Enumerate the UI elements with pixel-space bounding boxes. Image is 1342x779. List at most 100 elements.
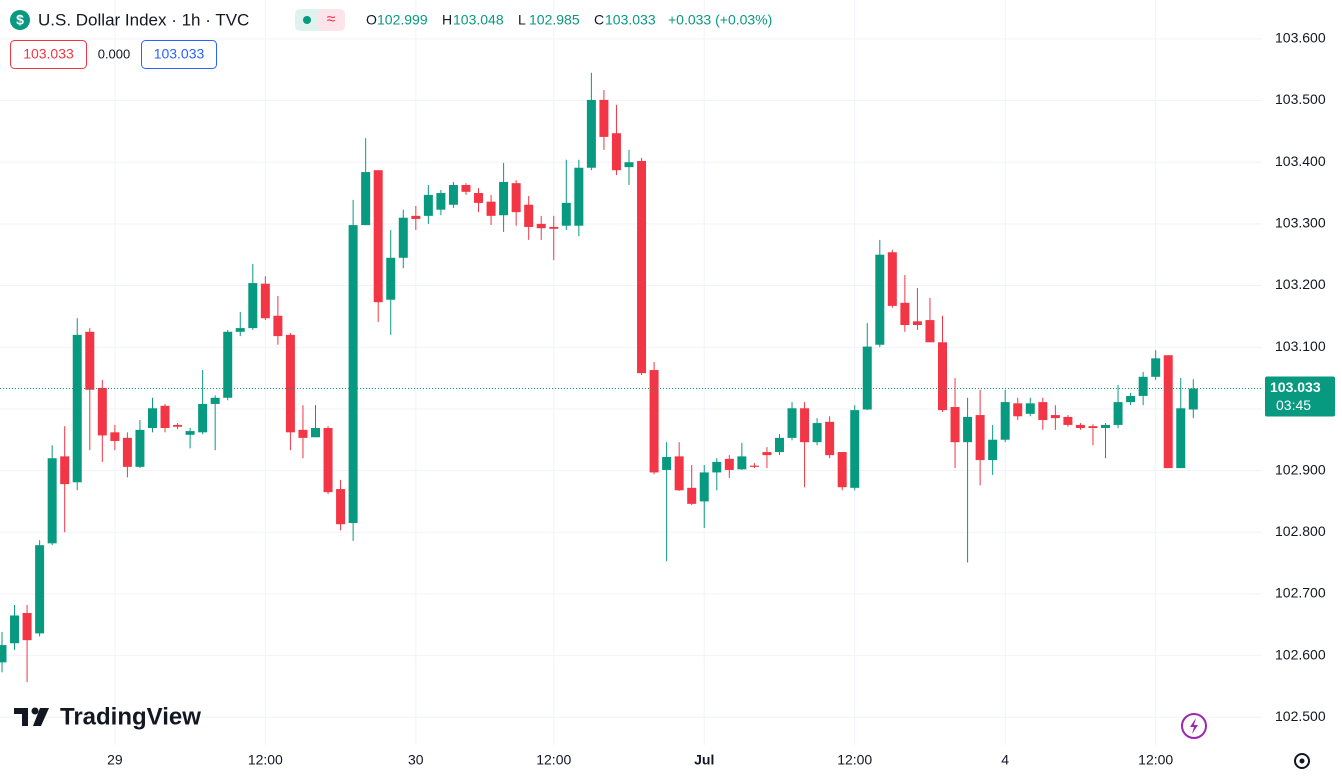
candle-body [988, 439, 998, 461]
symbol-icon-text: $ [16, 12, 24, 28]
candle-body [486, 201, 496, 216]
delay-icon: ≈ [327, 11, 336, 28]
candle-body [323, 428, 333, 493]
candle-body [22, 613, 32, 641]
candle-body [1063, 416, 1073, 425]
candle-body [699, 472, 709, 502]
x-tick-label: 12:00 [248, 752, 283, 768]
candle-body [975, 415, 985, 461]
candle-body [586, 99, 596, 168]
settings-button[interactable] [1294, 753, 1310, 769]
x-tick-label: Jul [694, 752, 714, 768]
lightning-button[interactable] [1181, 713, 1207, 739]
candle-body [311, 428, 320, 438]
ohlc-value: 102.985 [529, 12, 580, 28]
candle-body [762, 452, 772, 456]
candle-body [712, 461, 722, 473]
countdown-label: 03:45 [1276, 397, 1311, 413]
candle-body [60, 456, 70, 485]
candle-body [1151, 358, 1161, 377]
candle-body [235, 328, 245, 332]
candle-body [35, 545, 45, 634]
spread: 0.000 [98, 46, 131, 61]
candles [0, 72, 1262, 683]
candle-body [1025, 403, 1035, 414]
y-tick-label: 103.100 [1275, 338, 1326, 354]
candle-body [499, 181, 509, 216]
candle-body [386, 257, 396, 300]
candle-body [348, 225, 358, 523]
candle-body [574, 167, 584, 226]
candle-body [47, 458, 57, 544]
y-tick-label: 102.600 [1275, 646, 1326, 662]
candle-body [173, 424, 183, 427]
candle-body [1188, 388, 1198, 410]
symbol-title[interactable]: U.S. Dollar Index · 1h · TVC [38, 10, 249, 29]
candle-body [185, 431, 195, 435]
candle-body [963, 416, 973, 443]
candle-body [122, 437, 132, 467]
change: +0.033 (+0.03%) [668, 12, 772, 28]
lightning-icon [1190, 718, 1198, 734]
candle-body [862, 346, 872, 410]
x-tick-label: 4 [1001, 752, 1009, 768]
candle-body [298, 429, 308, 438]
candle-body [436, 193, 446, 210]
candle-body [938, 342, 947, 411]
candle-body [1176, 408, 1186, 469]
candle-body [110, 432, 120, 441]
candle-body [147, 408, 157, 429]
candle-body [1050, 415, 1060, 419]
candle-body [774, 437, 784, 453]
candle-body [411, 215, 421, 219]
candle-body [248, 283, 258, 329]
candle-body [423, 194, 433, 216]
brand: TradingView [60, 703, 201, 730]
last-price-box [1265, 376, 1335, 417]
candle-body [787, 408, 797, 438]
symbol-icon [10, 10, 30, 30]
candle-body [1138, 376, 1148, 396]
ohlc-value: 102.999 [377, 12, 428, 28]
y-tick-label: 103.600 [1275, 30, 1326, 46]
candle-body [875, 254, 885, 345]
logo-dot [31, 707, 39, 715]
candle-body [461, 185, 471, 192]
candle-body [900, 302, 910, 326]
candle-body [10, 615, 20, 644]
candle-body [837, 452, 847, 488]
candle-body [524, 204, 534, 227]
candle-body [737, 456, 747, 470]
candle-body [1013, 403, 1023, 417]
ohlc-key: H [442, 12, 452, 28]
candle-body [561, 202, 571, 226]
candle-body [536, 223, 546, 229]
buy-button[interactable] [141, 40, 217, 69]
candle-body [637, 160, 647, 374]
candle-body [448, 185, 458, 205]
logo-slash [33, 708, 49, 726]
candle-body [1101, 424, 1111, 429]
candle-body [1000, 402, 1010, 440]
candle-body [611, 133, 621, 171]
candle-body [1163, 355, 1173, 469]
ohlc-key: L [518, 12, 526, 28]
candle-body [273, 315, 283, 337]
candle-body [687, 487, 697, 504]
candle-body [210, 397, 220, 404]
ohlc-key: O [366, 12, 377, 28]
candle-body [925, 320, 935, 343]
candle-body [285, 334, 295, 433]
y-tick-label: 102.500 [1275, 708, 1326, 724]
candle-body [1038, 402, 1048, 420]
candle-body [912, 321, 922, 326]
x-tick-label: 12:00 [1138, 752, 1173, 768]
candle-body [825, 421, 835, 456]
y-tick-label: 103.500 [1275, 91, 1326, 107]
candle-body [0, 645, 7, 663]
sell-button[interactable] [10, 40, 87, 69]
y-tick-label: 103.200 [1275, 276, 1326, 292]
candle-body [749, 465, 759, 467]
buy-price: 103.033 [154, 46, 205, 62]
